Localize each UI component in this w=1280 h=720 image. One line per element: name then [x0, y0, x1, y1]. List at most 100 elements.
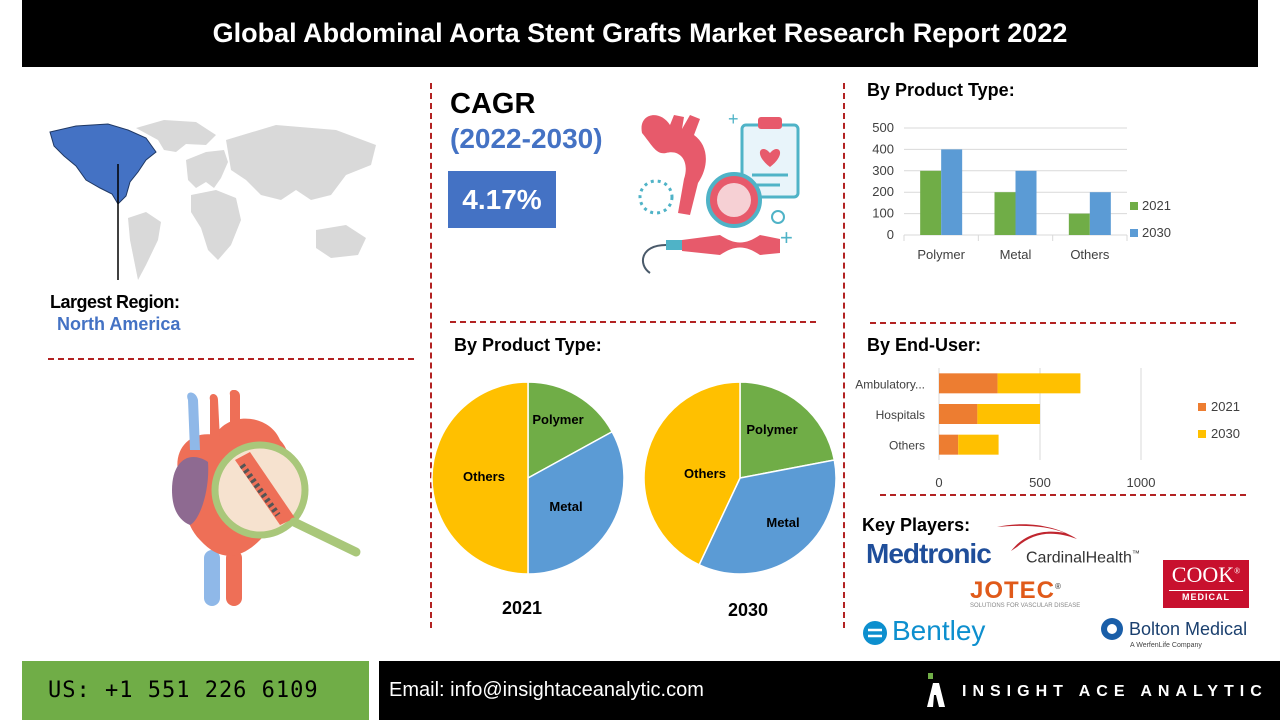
north-america-shape: [49, 123, 157, 205]
insight-ace-logo-icon: [927, 673, 945, 707]
y-tick-label: Ambulatory...: [855, 377, 925, 391]
pie-slice-others: [643, 381, 741, 566]
jotec-subtitle: SOLUTIONS FOR VASCULAR DISEASE: [970, 603, 1081, 609]
logo-cardinal: CardinalHealth™: [1026, 549, 1140, 567]
legend-swatch-2021: [1130, 202, 1138, 210]
cook-reg: ®: [1234, 566, 1241, 576]
divider-right: [843, 83, 845, 628]
jotec-reg: ®: [1055, 582, 1062, 591]
legend-label-2021: 2021: [1211, 399, 1240, 414]
south-america-shape: [128, 212, 161, 280]
bar-2030-1: [977, 404, 1040, 424]
cagr-period: (2022-2030): [450, 123, 603, 154]
x-tick-label: Polymer: [917, 247, 965, 262]
bolton-subtitle: A WerfenLife Company: [1130, 642, 1202, 649]
divider-enduser: [880, 494, 1246, 496]
cardinal-text: CardinalHealth: [1026, 549, 1132, 567]
pie-label-others: Others: [684, 466, 726, 481]
pie-label-others: Others: [463, 469, 505, 484]
pie-slice-metal: [698, 459, 837, 575]
logo-bolton: Bolton Medical: [1129, 619, 1248, 639]
pie-slice-others: [431, 381, 529, 575]
bar-2021-others: [1068, 213, 1090, 235]
x-tick-label: 500: [1029, 475, 1051, 490]
legend-label-2030: 2030: [1211, 426, 1240, 441]
pie-year-2030: 2030: [728, 600, 769, 620]
divider-cagr: [450, 321, 816, 323]
bar-2021-2: [939, 434, 959, 455]
asia-shape: [226, 125, 376, 200]
europe-shape: [186, 150, 228, 188]
y-tick-label: 500: [872, 120, 894, 135]
svg-text:+: +: [780, 225, 793, 250]
world-map: [49, 120, 376, 280]
logo-bentley: Bentley: [892, 615, 986, 646]
product-type-bar-chart: 500 400 300 200 100 0 Polymer Metal Others 2021 20…: [872, 120, 1171, 262]
x-tick-label: 0: [935, 475, 942, 490]
legend-swatch-2021: [1198, 403, 1206, 411]
africa-shape: [191, 190, 241, 260]
heart-illustration: [172, 390, 361, 606]
y-tick-label: Others: [889, 439, 925, 453]
cagr-value: 4.17%: [462, 183, 542, 215]
cardinal-tm: ™: [1131, 549, 1140, 558]
logo-medtronic: Medtronic: [866, 538, 992, 569]
svg-text:+: +: [728, 109, 739, 129]
key-players-title: Key Players:: [862, 515, 971, 535]
y-tick-label: 400: [872, 141, 894, 156]
footer-bar: Email: info@insightaceanalytic.com INSIG…: [379, 661, 1280, 720]
y-tick-label: 200: [872, 184, 894, 199]
bar-2030-2: [958, 434, 999, 455]
largest-region-label: Largest Region:: [50, 292, 180, 312]
legend-swatch-2030: [1198, 430, 1206, 438]
phone-number[interactable]: US: +1 551 226 6109: [48, 678, 319, 703]
bentley-circle-icon: [863, 621, 887, 645]
logo-jotec: JOTEC® SOLUTIONS FOR VASCULAR DISEASE: [970, 575, 1082, 610]
bar-2030-metal: [1015, 170, 1037, 235]
y-tick-label: Hospitals: [876, 408, 925, 422]
legend-label-2030: 2030: [1142, 225, 1171, 240]
pie-label-polymer: Polymer: [532, 412, 583, 427]
divider-bar: [870, 322, 1236, 324]
pie-slice-metal: [527, 430, 625, 575]
divider-region: [48, 358, 414, 360]
greenland-shape: [136, 120, 216, 152]
pie-label-metal: Metal: [766, 515, 799, 530]
product-pie-title: By Product Type:: [454, 335, 602, 355]
pie-chart-2021: Polymer Metal Others: [431, 381, 625, 575]
title-bar: Global Abdominal Aorta Stent Grafts Mark…: [22, 0, 1258, 67]
page-title: Global Abdominal Aorta Stent Grafts Mark…: [212, 18, 1068, 48]
y-tick-label: 300: [872, 163, 894, 178]
pie-slice-polymer: [739, 381, 836, 479]
pie-label-polymer: Polymer: [746, 422, 797, 437]
jotec-text: JOTEC: [970, 577, 1056, 604]
product-bar-title: By Product Type:: [867, 80, 1015, 100]
bar-2021-metal: [994, 192, 1016, 235]
pie-slice-polymer: [527, 381, 614, 480]
x-tick-label: Others: [1070, 247, 1110, 262]
pie-chart-2030: Polymer Metal Others: [643, 381, 837, 575]
bolton-icon: [1101, 618, 1123, 640]
bar-2021-polymer: [920, 170, 942, 235]
bar-2030-polymer: [941, 149, 963, 235]
brand-name: INSIGHT ACE ANALYTIC: [962, 683, 1268, 700]
legend-label-2021: 2021: [1142, 198, 1171, 213]
pie-year-2021: 2021: [502, 598, 543, 618]
divider-left: [430, 83, 432, 628]
end-user-title: By End-User:: [867, 335, 982, 355]
bar-2021-1: [939, 404, 978, 424]
x-tick-label: Metal: [1000, 247, 1032, 262]
logo-cook: COOK® MEDICAL: [1163, 560, 1249, 608]
x-tick-label: 1000: [1127, 475, 1156, 490]
cagr-label: CAGR: [450, 88, 536, 120]
y-tick-label: 100: [872, 206, 894, 221]
bar-2030-0: [997, 373, 1081, 394]
largest-region-value: North America: [57, 314, 181, 334]
australia-shape: [316, 225, 366, 258]
bar-2030-others: [1089, 192, 1111, 235]
cook-subtitle: MEDICAL: [1169, 590, 1243, 602]
cagr-value-box: 4.17%: [448, 171, 556, 228]
cook-text: COOK: [1171, 562, 1235, 587]
email-text[interactable]: Email: info@insightaceanalytic.com: [389, 679, 704, 701]
phone-bar: US: +1 551 226 6109: [22, 661, 369, 720]
